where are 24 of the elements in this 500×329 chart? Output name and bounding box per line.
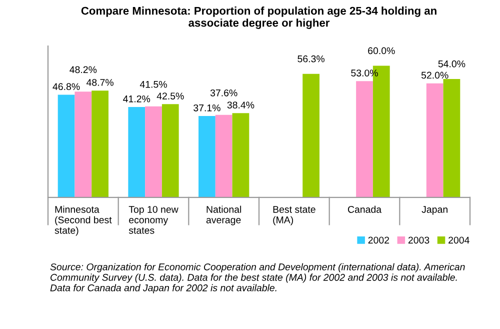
data-label: 38.4% — [227, 102, 254, 108]
data-label: 41.2% — [123, 95, 150, 102]
chart-title: Compare Minnesota: Proportion of population age 25-34 holding an associate degree or higher — [81, 6, 436, 29]
data-label: 48.7% — [86, 79, 114, 86]
x-tick-label: Japan — [422, 206, 448, 215]
data-label: 56.3% — [298, 55, 324, 62]
x-tick-label: Top 10 new economy states — [128, 206, 178, 234]
data-label: 60.0% — [368, 47, 395, 54]
legend-label: 2004 — [448, 236, 470, 244]
data-label: 46.8% — [52, 83, 80, 90]
data-label: 42.5% — [156, 92, 184, 100]
data-label: 48.2% — [70, 66, 97, 74]
data-label: 37.6% — [210, 89, 238, 96]
x-tick-label: Best state (MA) — [273, 206, 316, 226]
data-label: 54.0% — [438, 60, 466, 68]
legend-label: 2003 — [408, 236, 430, 244]
x-tick-label: Canada — [348, 206, 382, 213]
data-label: 52.0% — [421, 72, 448, 79]
x-tick-label: National average — [206, 206, 242, 226]
data-label: 41.5% — [140, 80, 167, 88]
legend-label: 2002 — [368, 236, 390, 244]
x-tick-label: Minnesota (Second best state) — [54, 206, 112, 236]
source-note: Source: Organization for Economic Cooperation and Development (international data). American Community Survey (U.S. data). Data for the best state (MA) for 2002 and 2003 is not available. Data for Canada and Japan for 2002 is not available. — [50, 263, 465, 294]
data-label: 37.1% — [194, 104, 220, 112]
